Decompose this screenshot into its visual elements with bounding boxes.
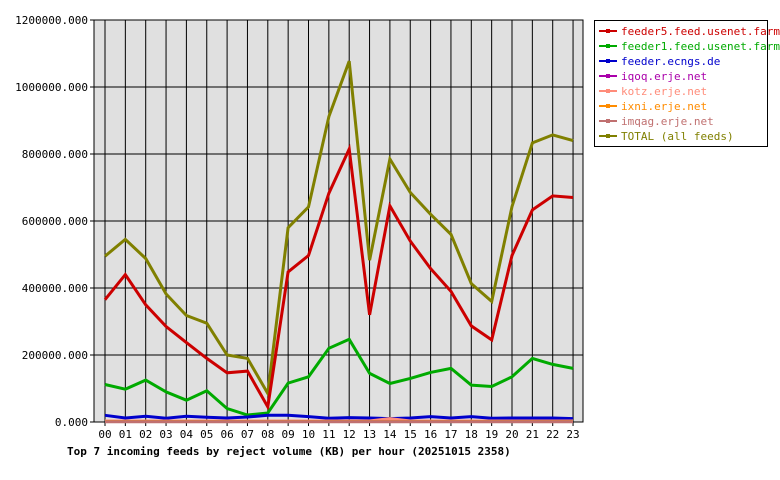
- legend-item: imqag.erje.net: [599, 114, 714, 128]
- y-tick-label: 600000.000: [22, 215, 88, 228]
- chart-title: Top 7 incoming feeds by reject volume (K…: [67, 445, 511, 458]
- x-tick-label: 16: [424, 428, 437, 441]
- legend-label: ixni.erje.net: [621, 99, 708, 113]
- x-tick-label: 17: [444, 428, 457, 441]
- legend-swatch: [599, 131, 617, 141]
- x-tick-label: 23: [566, 428, 579, 441]
- legend-swatch: [599, 41, 617, 51]
- legend-label: feeder.ecngs.de: [621, 54, 721, 68]
- x-tick-label: 04: [180, 428, 194, 441]
- x-tick-label: 03: [159, 428, 172, 441]
- x-tick-label: 07: [241, 428, 254, 441]
- x-tick-label: 13: [363, 428, 376, 441]
- series-line-feeder1-feed-usenet-farm: [104, 337, 574, 417]
- legend-label: kotz.erje.net: [621, 84, 708, 98]
- legend-swatch: [599, 56, 617, 66]
- legend-label: TOTAL (all feeds): [621, 129, 734, 143]
- x-tick-label: 15: [404, 428, 417, 441]
- x-tick-label: 06: [220, 428, 233, 441]
- x-tick-label: 21: [526, 428, 539, 441]
- x-tick-label: 02: [139, 428, 152, 441]
- series-line-feeder-ecngs-de: [104, 413, 574, 421]
- legend-item: feeder.ecngs.de: [599, 54, 720, 68]
- legend-item: ixni.erje.net: [599, 99, 707, 113]
- legend-swatch: [599, 86, 617, 96]
- chart-legend: feeder5.feed.usenet.farm feeder1.feed.use…: [594, 20, 780, 147]
- x-tick-label: 01: [119, 428, 132, 441]
- x-tick-label: 18: [465, 428, 478, 441]
- legend-label: feeder1.feed.usenet.farm: [621, 39, 780, 53]
- y-tick-label: 400000.000: [22, 282, 88, 295]
- legend-item: feeder1.feed.usenet.farm: [599, 39, 780, 53]
- legend-swatch: [599, 116, 617, 126]
- legend-label: feeder5.feed.usenet.farm: [621, 24, 780, 38]
- x-tick-label: 22: [546, 428, 559, 441]
- y-tick-label: 1000000.000: [15, 81, 88, 94]
- x-tick-label: 08: [261, 428, 274, 441]
- legend-label: iqoq.erje.net: [621, 69, 708, 83]
- x-tick-label: 20: [505, 428, 518, 441]
- x-tick-label: 10: [302, 428, 315, 441]
- x-tick-label: 09: [282, 428, 295, 441]
- series-line-total-all-feeds-: [104, 60, 574, 399]
- x-tick-label: 11: [322, 428, 335, 441]
- x-tick-label: 12: [343, 428, 356, 441]
- legend-item: kotz.erje.net: [599, 84, 707, 98]
- legend-label: imqag.erje.net: [621, 114, 714, 128]
- legend-item: iqoq.erje.net: [599, 69, 707, 83]
- y-tick-label: 0.000: [55, 416, 88, 429]
- legend-item: feeder5.feed.usenet.farm: [599, 24, 780, 38]
- y-tick-label: 200000.000: [22, 349, 88, 362]
- y-tick-label: 800000.000: [22, 148, 88, 161]
- x-tick-label: 05: [200, 428, 213, 441]
- x-tick-label: 19: [485, 428, 498, 441]
- x-tick-label: 14: [383, 428, 397, 441]
- legend-swatch: [599, 71, 617, 81]
- legend-swatch: [599, 26, 617, 36]
- legend-swatch: [599, 101, 617, 111]
- legend-item: TOTAL (all feeds): [599, 129, 734, 143]
- y-tick-label: 1200000.000: [15, 14, 88, 27]
- series-line-feeder5-feed-usenet-farm: [103, 143, 574, 412]
- x-tick-label: 00: [98, 428, 111, 441]
